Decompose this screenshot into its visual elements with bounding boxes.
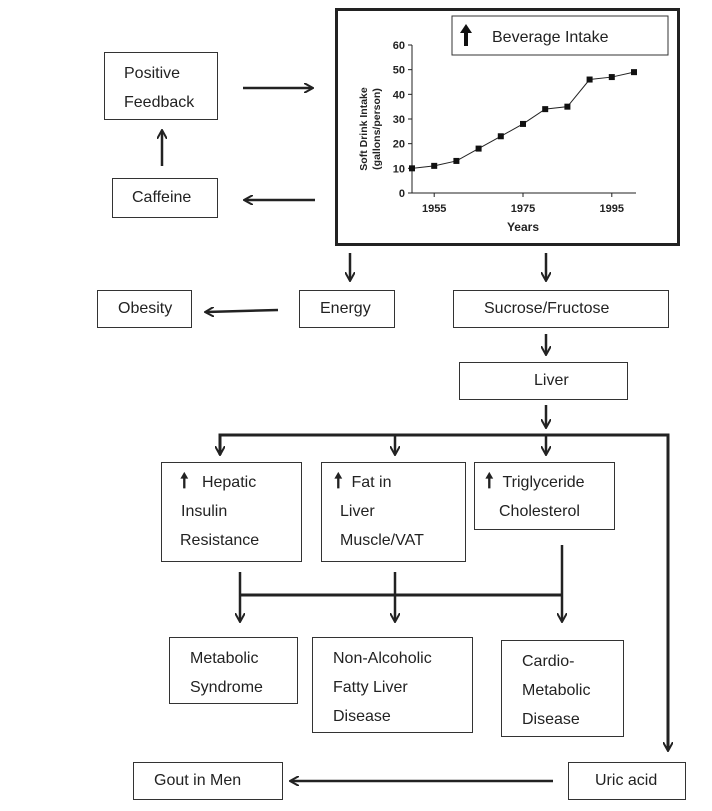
data-point (586, 76, 593, 83)
legend-label: Beverage Intake (492, 29, 609, 46)
label: Liver (534, 372, 569, 389)
x-axis-label: Years (507, 220, 539, 234)
label: Cardio- (522, 653, 575, 670)
gout-node: Gout in Men (133, 762, 283, 800)
data-point (453, 157, 460, 164)
x-tick-label: 1995 (600, 203, 624, 215)
y-tick-label: 60 (393, 40, 405, 52)
label: Liver (340, 503, 375, 520)
positive-feedback-node: Positive Feedback (104, 52, 218, 120)
series-line (411, 71, 635, 169)
up-arrow-icon: 🠕 (485, 470, 494, 492)
data-point (431, 162, 438, 169)
data-point (409, 165, 415, 172)
liver-node: Liver (459, 362, 628, 400)
fat-in-liver-node: 🠕 Fat in Liver Muscle/VAT (321, 462, 466, 562)
y-tick-label: 40 (393, 89, 405, 101)
y-tick-label: 10 (393, 163, 405, 175)
triglyceride-cholesterol-node: 🠕 Triglyceride Cholesterol (474, 462, 615, 530)
label: Muscle/VAT (340, 532, 424, 549)
label: Triglyceride (502, 474, 585, 491)
hepatic-insulin-resistance-node: 🠕 Hepatic Insulin Resistance (161, 462, 302, 562)
y-axis-label-line2: (gallons/person) (371, 88, 383, 170)
caffeine-node: Caffeine (112, 178, 218, 218)
y-tick-label: 20 (393, 139, 405, 151)
data-point (497, 133, 504, 140)
cardio-metabolic-disease-node: Cardio- Metabolic Disease (501, 640, 624, 737)
label: Positive (124, 65, 181, 82)
y-tick-label: 0 (399, 188, 405, 200)
arrow-energy-to-obesity (206, 310, 279, 312)
line-chart: Beverage Intake 0 10 20 30 40 50 60 1955 1975 1995… (358, 15, 669, 234)
data-point (542, 106, 549, 113)
up-arrow-icon: 🠕 (334, 470, 343, 492)
label: Metabolic (522, 682, 591, 699)
data-point (564, 103, 571, 110)
obesity-node: Obesity (97, 290, 192, 328)
label: Sucrose/Fructose (484, 300, 610, 317)
uric-acid-node: Uric acid (568, 762, 686, 800)
up-arrow-icon: 🠕 (180, 470, 189, 492)
legend-box (451, 15, 669, 56)
label: Cholesterol (499, 503, 580, 520)
label: Fatty Liver (333, 679, 408, 696)
y-axis-label-line1: Soft Drink Intake (358, 87, 370, 171)
x-tick-label: 1975 (511, 203, 535, 215)
label: Metabolic (190, 650, 259, 667)
label: Energy (320, 300, 371, 317)
label: Non-Alcoholic (333, 650, 432, 667)
label: Hepatic (201, 474, 257, 491)
beverage-chart-box: Beverage Intake 0 10 20 30 40 50 60 1955 1975 1995… (335, 8, 680, 246)
label: Insulin (181, 503, 228, 520)
label: Uric acid (595, 772, 658, 789)
label: Fat in (351, 474, 392, 491)
up-arrow-icon (460, 24, 472, 46)
nafld-node: Non-Alcoholic Fatty Liver Disease (312, 637, 473, 733)
y-tick-label: 30 (393, 114, 405, 126)
label: Disease (333, 708, 391, 725)
data-point (475, 145, 482, 152)
label: Disease (522, 711, 580, 728)
label: Obesity (118, 300, 173, 317)
metabolic-syndrome-node: Metabolic Syndrome (169, 637, 298, 704)
label: Gout in Men (154, 772, 242, 789)
energy-node: Energy (299, 290, 395, 328)
data-point (520, 120, 526, 127)
sucrose-fructose-node: Sucrose/Fructose (453, 290, 669, 328)
data-point (608, 74, 615, 81)
label: Syndrome (190, 679, 263, 696)
data-point (631, 69, 637, 76)
label: Feedback (124, 94, 195, 111)
label: Resistance (180, 532, 260, 549)
y-tick-label: 50 (393, 65, 405, 77)
x-tick-label: 1955 (422, 203, 446, 215)
label: Caffeine (132, 189, 192, 206)
